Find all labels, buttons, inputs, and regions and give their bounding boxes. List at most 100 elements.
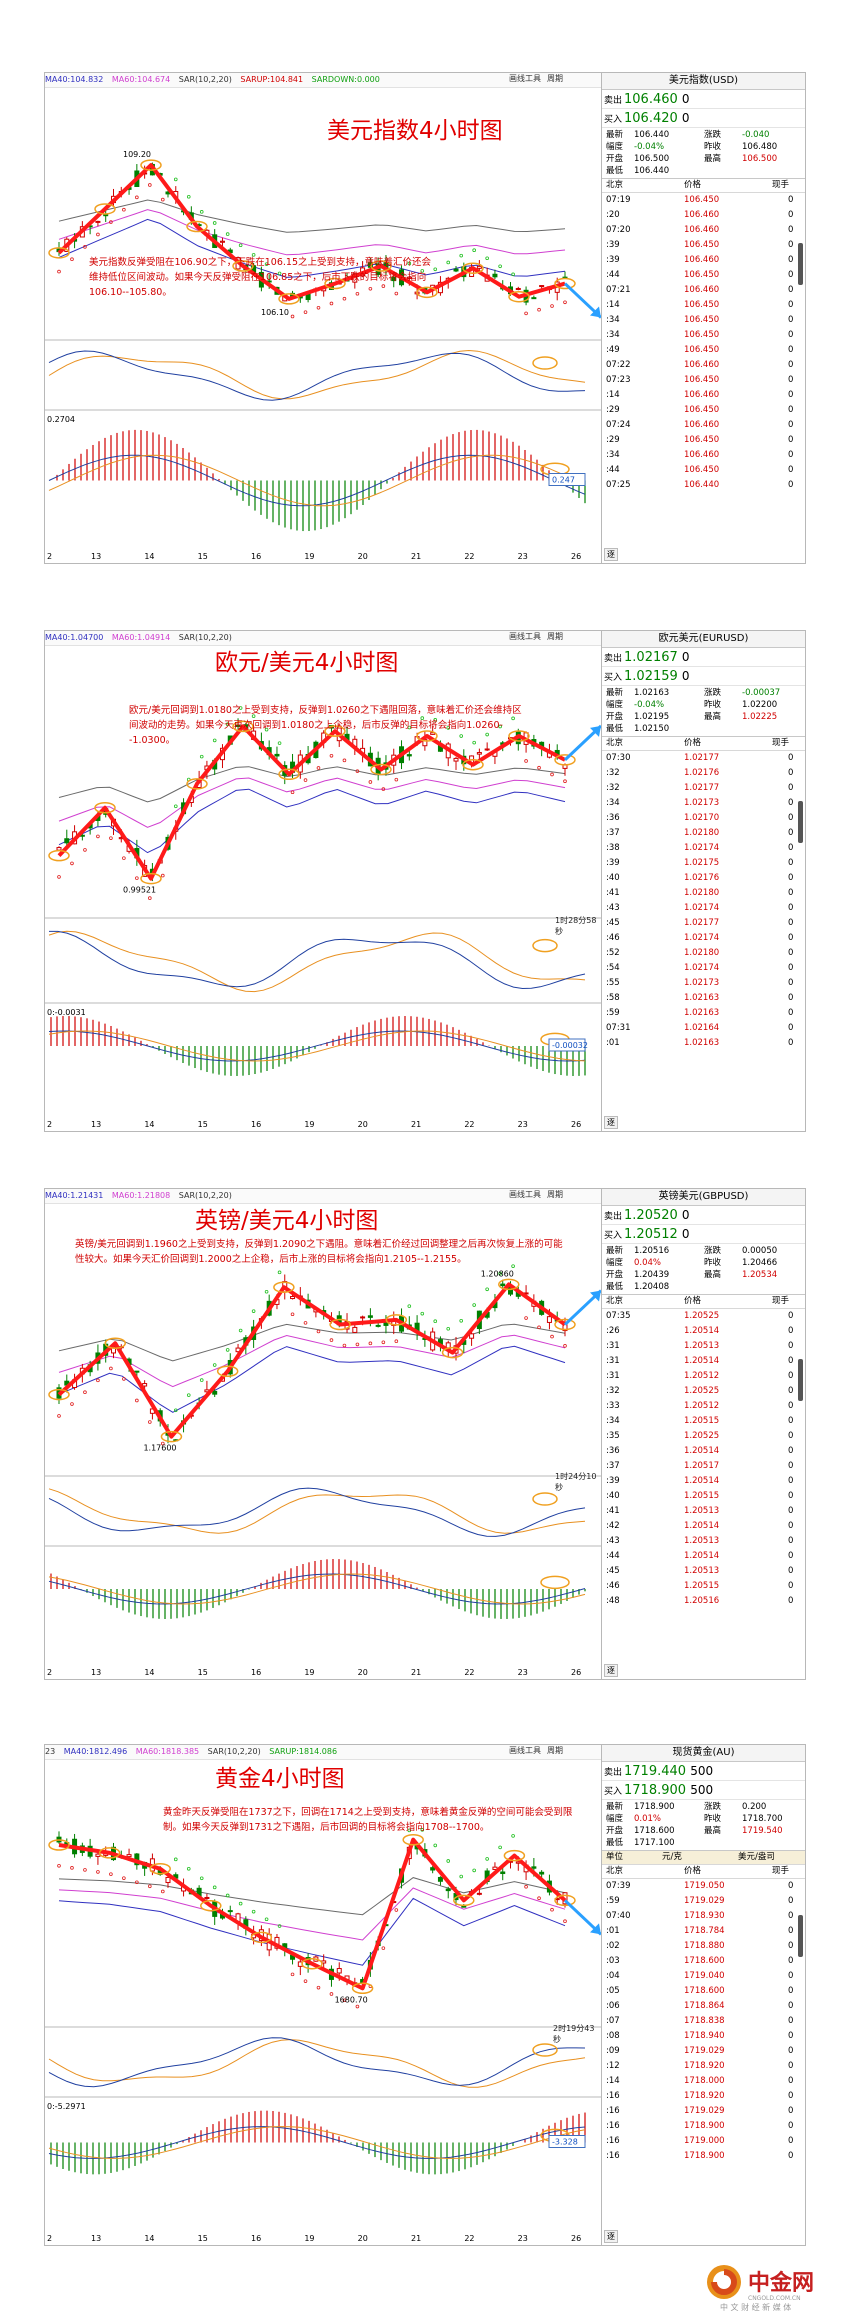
scrollbar[interactable] [798, 1359, 803, 1401]
sar-dot [563, 779, 567, 784]
macd-line [48, 2126, 586, 2159]
x-tick-label: 22 [464, 2234, 474, 2243]
scrollbar[interactable] [798, 801, 803, 843]
tick-time: :59 [606, 1896, 620, 1906]
tick-price: 1.02177 [684, 753, 720, 763]
sar-dot [316, 306, 321, 310]
candle-body [391, 276, 397, 282]
tab-tick[interactable]: 逐 [604, 2230, 618, 2243]
tick-time: :39 [606, 1476, 620, 1486]
sar-dot [186, 1393, 191, 1397]
chart-panel-gbp: MA40:1.21431 MA60:1.21808 SAR(10,2,20) 画… [44, 1188, 806, 1680]
sell-price: 106.460 [624, 92, 678, 107]
tick-volume: 0 [788, 255, 794, 265]
signal-marker [532, 1492, 558, 1506]
quote-title: 现货黄金(AU) [602, 1745, 805, 1762]
stat-label: 昨收 [704, 142, 722, 152]
tick-time: :01 [606, 1926, 620, 1936]
unit-row[interactable]: 单位 元/克 美元/盎司 [602, 1851, 805, 1865]
quote-title: 英镑美元(GBPUSD) [602, 1189, 805, 1206]
tick-time: :41 [606, 888, 620, 898]
sar-dot [355, 291, 360, 296]
tab-tick[interactable]: 逐 [604, 1116, 618, 1129]
x-tick-label: 21 [411, 552, 421, 561]
stat-row: 最新 106.440 涨跌 -0.040 [602, 129, 805, 141]
sar-dot [109, 1366, 113, 1371]
unit-option-cny[interactable]: 元/克 [662, 1852, 682, 1862]
tick-price: 1.20513 [684, 1536, 720, 1546]
unit-option-usd[interactable]: 美元/盎司 [738, 1852, 775, 1862]
buy-price: 1.02159 [624, 669, 678, 684]
tick-row: :33 1.20512 0 [602, 1399, 805, 1414]
tick-volume: 0 [788, 375, 794, 385]
sar-dot [420, 716, 425, 720]
stat-label: 昨收 [704, 1814, 722, 1824]
sar-dot [446, 1326, 451, 1331]
tick-time: :20 [606, 210, 620, 220]
sar-dot [537, 1325, 541, 1330]
price-label: 1.17600 [143, 1444, 176, 1453]
sar-dot [122, 1876, 126, 1880]
tick-volume: 0 [788, 1941, 794, 1951]
tick-row: :34 106.450 0 [602, 313, 805, 328]
moving-average-line [58, 766, 566, 803]
sar-dot [563, 1344, 567, 1348]
tick-row: :09 1719.029 0 [602, 2044, 805, 2059]
scrollbar[interactable] [798, 243, 803, 285]
trend-line [57, 163, 566, 301]
tick-row: 07:35 1.20525 0 [602, 1309, 805, 1324]
period-button[interactable]: 周期 [547, 1190, 563, 1199]
sar-dot [498, 1271, 502, 1276]
tick-row: :39 1.20514 0 [602, 1474, 805, 1489]
period-button[interactable]: 周期 [547, 74, 563, 83]
sar-dot [563, 1919, 567, 1924]
draw-tool-button[interactable]: 画线工具 [509, 632, 541, 641]
stat-label: 涨跌 [704, 1246, 722, 1256]
period-button[interactable]: 周期 [547, 632, 563, 641]
scrollbar[interactable] [798, 1915, 803, 1957]
tick-time: :07 [606, 2016, 620, 2026]
sar-dot [251, 714, 256, 718]
candlestick-chart-gbp: 1.17600 1.20860 2 13 14 15 16 19 20 21 22 23 26 [45, 1264, 601, 1677]
candle-body [476, 265, 482, 269]
sell-price: 1.20520 [624, 1208, 678, 1223]
tick-row: :44 106.450 0 [602, 463, 805, 478]
x-tick-label: 20 [358, 2234, 368, 2243]
indicator-sar: SAR(10,2,20) [178, 1191, 232, 1200]
tick-row: :46 1.20515 0 [602, 1579, 805, 1594]
candle-body [445, 1888, 451, 1892]
stat-row: 最低 1717.100 [602, 1837, 805, 1849]
period-button[interactable]: 周期 [547, 1746, 563, 1755]
tick-price: 106.450 [684, 270, 720, 280]
x-tick-label: 2 [47, 1668, 52, 1677]
sar-dot [160, 873, 165, 878]
tick-price: 1718.900 [684, 2121, 725, 2131]
candle-body [219, 240, 225, 243]
sar-dot [498, 264, 502, 269]
countdown-timer: 1时24分10秒 [555, 1472, 597, 1492]
pivot-marker [416, 286, 438, 299]
candle-body [367, 1315, 373, 1318]
pivot-marker [250, 1931, 273, 1944]
tick-row: :54 1.02174 0 [602, 961, 805, 976]
draw-tool-button[interactable]: 画线工具 [509, 1190, 541, 1199]
col-volume: 现手 [772, 1866, 790, 1876]
stat-row: 幅度 0.04% 昨收 1.20466 [602, 1257, 805, 1269]
tick-price: 1.02173 [684, 798, 720, 808]
candle-body [142, 1383, 148, 1387]
tick-time: :16 [606, 2151, 620, 2161]
tab-tick[interactable]: 逐 [604, 1664, 618, 1677]
draw-tool-button[interactable]: 画线工具 [509, 1746, 541, 1755]
tab-tick[interactable]: 逐 [604, 548, 618, 561]
buy-price: 1.20512 [624, 1227, 678, 1242]
tick-price: 106.460 [684, 360, 720, 370]
stat-value: 106.440 [634, 130, 670, 140]
tick-volume: 0 [788, 1881, 794, 1891]
tick-time: :31 [606, 1356, 620, 1366]
draw-tool-button[interactable]: 画线工具 [509, 74, 541, 83]
sar-dot [329, 301, 334, 306]
tick-time: :05 [606, 1986, 620, 1996]
candle-body [453, 757, 459, 762]
tick-time: :32 [606, 783, 620, 793]
tick-volume: 0 [788, 2061, 794, 2071]
